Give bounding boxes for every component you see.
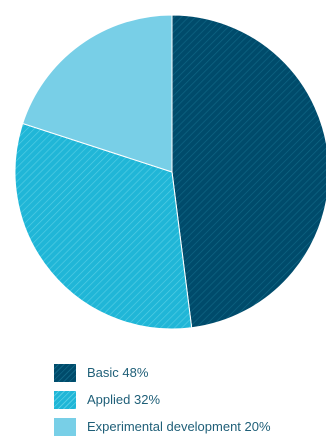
legend-item-applied: Applied 32% bbox=[54, 389, 322, 410]
legend-label-applied: Applied 32% bbox=[87, 391, 160, 407]
pie-slice-1 bbox=[14, 122, 193, 330]
pie-slice-2 bbox=[22, 14, 173, 173]
legend-swatch-experimental-development bbox=[54, 417, 76, 436]
legend-swatch-basic bbox=[54, 363, 76, 382]
legend-swatch-applied bbox=[54, 390, 76, 409]
legend-item-basic: Basic 48% bbox=[54, 362, 322, 383]
pie-chart bbox=[14, 14, 326, 330]
pie-slices bbox=[14, 14, 326, 330]
chart-legend: Basic 48% Applied 32% Experimental devel… bbox=[54, 362, 322, 443]
legend-label-experimental-development: Experimental development 20% bbox=[87, 418, 271, 434]
legend-item-experimental-development: Experimental development 20% bbox=[54, 416, 322, 437]
legend-label-basic: Basic 48% bbox=[87, 364, 149, 380]
pie-slice-0 bbox=[171, 14, 326, 329]
